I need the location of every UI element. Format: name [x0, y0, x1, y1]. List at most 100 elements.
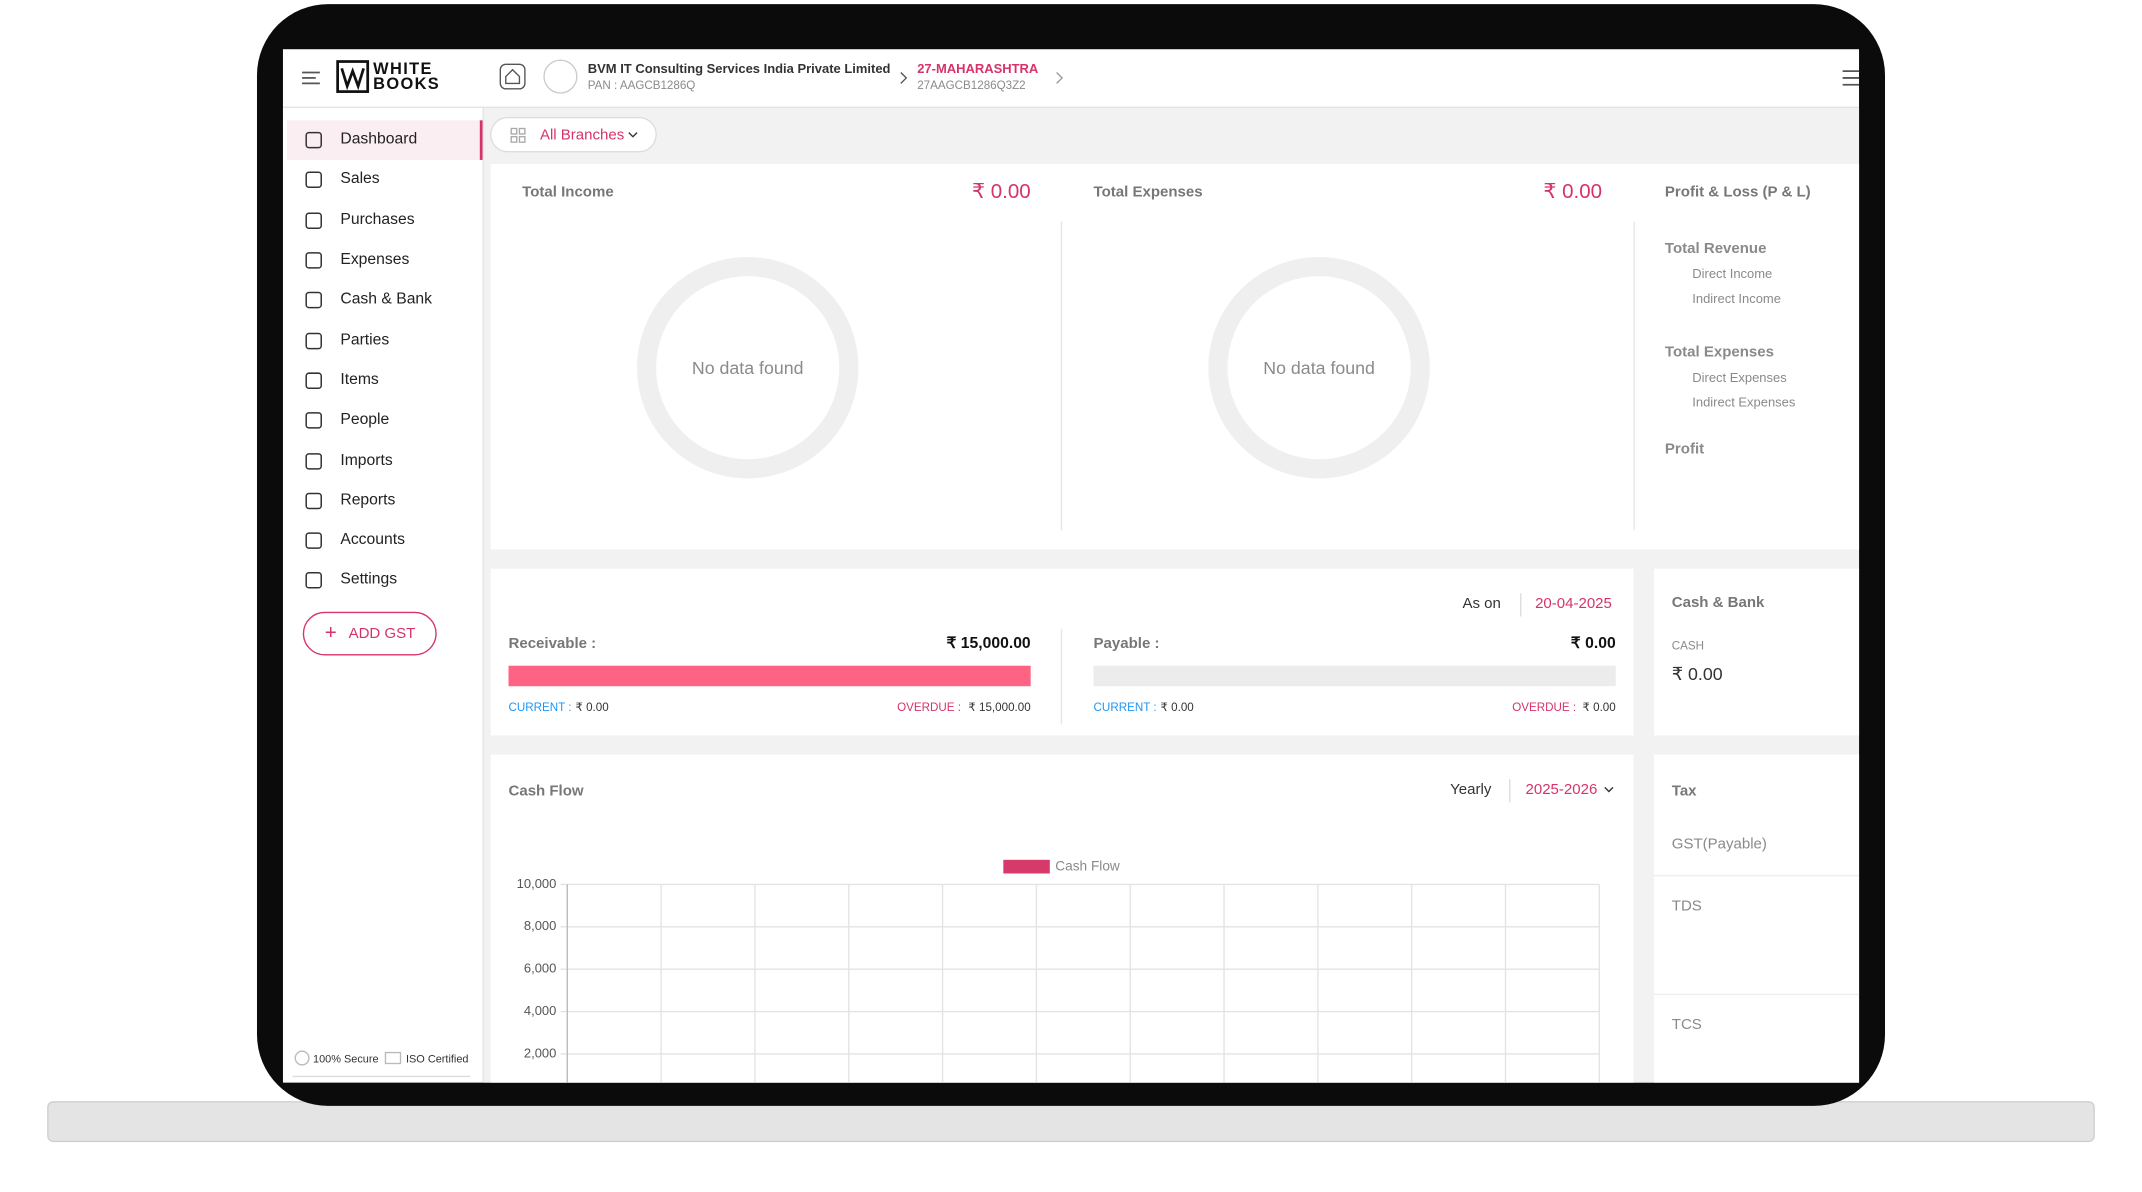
menu-icon — [305, 532, 322, 549]
y-tick-label: 10,000 — [517, 876, 557, 891]
menu-item[interactable]: Accounts — [340, 531, 405, 548]
pnl-subrow: Direct Expenses — [1692, 370, 1787, 385]
iso-icon — [384, 1051, 402, 1065]
menu-item[interactable]: Reports — [340, 491, 395, 508]
menu-icon — [305, 252, 322, 269]
logo-w — [340, 67, 365, 91]
overdue-amount: ₹ 0.00 — [1583, 701, 1616, 714]
footer-text: 100% Secure — [313, 1053, 379, 1065]
menu-item[interactable]: Settings — [340, 571, 397, 588]
branch-filter-label: All Branches — [540, 126, 624, 143]
menu-icon — [305, 131, 322, 149]
outstanding-amount: ₹ 0.00 — [1571, 635, 1616, 652]
company-name[interactable]: BVM IT Consulting Services India Private… — [588, 61, 891, 76]
outstanding-label: Payable : — [1094, 635, 1160, 652]
home-icon — [505, 68, 521, 85]
period-select[interactable]: 2025-2026 — [1526, 781, 1598, 798]
menu-icon[interactable] — [302, 71, 320, 85]
menu-icon — [305, 171, 322, 189]
income-amount: ₹ 0.00 — [972, 180, 1031, 203]
pnl-row: Profit — [1665, 441, 1704, 458]
menu-icon — [305, 453, 322, 470]
plus-icon: + — [325, 621, 337, 644]
chevron — [900, 71, 908, 84]
menu-item[interactable]: Cash & Bank — [340, 291, 432, 308]
add-gst-label: ADD GST — [349, 625, 416, 642]
branch-filter[interactable] — [490, 116, 657, 153]
pnl-subrow: Direct Income — [1692, 266, 1772, 281]
legend-swatch — [1003, 859, 1050, 874]
pnl-title: Profit & Loss (P & L) — [1665, 184, 1811, 201]
tax-row: TCS — [1672, 1016, 1702, 1033]
cash-amount: ₹ 0.00 — [1672, 664, 1723, 684]
company-avatar — [543, 59, 578, 94]
active-menu-indicator — [479, 120, 483, 160]
outstanding-label: Receivable : — [509, 635, 597, 652]
expenses-amount: ₹ 0.00 — [1543, 180, 1602, 203]
cash-flow-card — [490, 754, 1634, 1083]
branch-icon — [510, 127, 526, 143]
progress-bar — [1093, 665, 1616, 687]
home-button[interactable] — [499, 63, 526, 90]
menu-item[interactable]: Sales — [340, 170, 379, 187]
logo-mark — [336, 60, 370, 93]
right-menu-icon[interactable] — [1842, 70, 1860, 86]
gstin: 27AAGCB1286Q3Z2 — [917, 79, 1025, 92]
pnl-row: Total Revenue — [1665, 240, 1767, 257]
current-amount: ₹ 0.00 — [1161, 701, 1194, 714]
current-amount: ₹ 0.00 — [575, 701, 608, 714]
menu-item[interactable]: Dashboard — [340, 131, 417, 148]
cash-bank-card — [1654, 568, 1860, 736]
menu-item[interactable]: Purchases — [340, 211, 414, 228]
current-label: CURRENT : — [1094, 701, 1157, 714]
empty-donut — [1208, 256, 1430, 479]
menu-item[interactable]: Parties — [340, 332, 389, 349]
chevron — [1056, 71, 1064, 84]
active-menu-bg — [287, 120, 483, 160]
logo-text: BOOKS — [373, 75, 440, 93]
y-tick-label: 8,000 — [524, 918, 556, 933]
period-label: Yearly — [1450, 781, 1492, 798]
menu-icon — [305, 492, 322, 510]
state[interactable]: 27-MAHARASHTRA — [917, 61, 1039, 76]
empty-donut — [636, 256, 859, 479]
menu-icon — [305, 572, 322, 589]
overdue-label: OVERDUE : — [1512, 701, 1576, 714]
menu-item[interactable]: Items — [340, 371, 379, 388]
secure-icon — [294, 1050, 310, 1066]
menu-item[interactable]: Imports — [340, 452, 393, 469]
empty-message: No data found — [1263, 358, 1375, 378]
overdue-label: OVERDUE : — [897, 701, 961, 714]
cash-bank-title: Cash & Bank — [1672, 594, 1765, 611]
y-tick-label: 4,000 — [524, 1003, 556, 1018]
menu-icon — [305, 372, 322, 389]
footer-text: ISO Certified — [406, 1053, 469, 1065]
company-pan: PAN : AAGCB1286Q — [588, 79, 696, 92]
laptop-base — [47, 1101, 2095, 1143]
summary-card — [490, 164, 1860, 550]
as-on-date[interactable]: 20-04-2025 — [1535, 595, 1612, 612]
tax-row: TDS — [1672, 897, 1702, 914]
progress-bar — [508, 665, 1031, 687]
empty-message: No data found — [692, 358, 804, 378]
menu-icon — [305, 291, 322, 309]
current-label: CURRENT : — [509, 701, 572, 714]
as-on-label: As on — [1462, 595, 1500, 612]
legend-label: Cash Flow — [1055, 858, 1120, 873]
cash-flow-title: Cash Flow — [509, 782, 584, 799]
pnl-subrow: Indirect Expenses — [1692, 395, 1796, 410]
expenses-label: Total Expenses — [1094, 184, 1203, 201]
overdue-amount: ₹ 15,000.00 — [968, 701, 1030, 714]
pnl-subrow: Indirect Income — [1692, 291, 1781, 306]
menu-item[interactable]: People — [340, 411, 389, 428]
menu-icon — [305, 332, 322, 350]
menu-item[interactable]: Expenses — [340, 251, 409, 268]
tax-row: GST(Payable) — [1672, 836, 1767, 853]
add-gst-button[interactable] — [302, 611, 437, 656]
tax-title: Tax — [1672, 782, 1697, 799]
tax-card — [1654, 754, 1860, 1083]
menu-icon — [305, 412, 322, 429]
dropdown-chevron — [628, 132, 638, 138]
menu-icon — [305, 212, 322, 230]
